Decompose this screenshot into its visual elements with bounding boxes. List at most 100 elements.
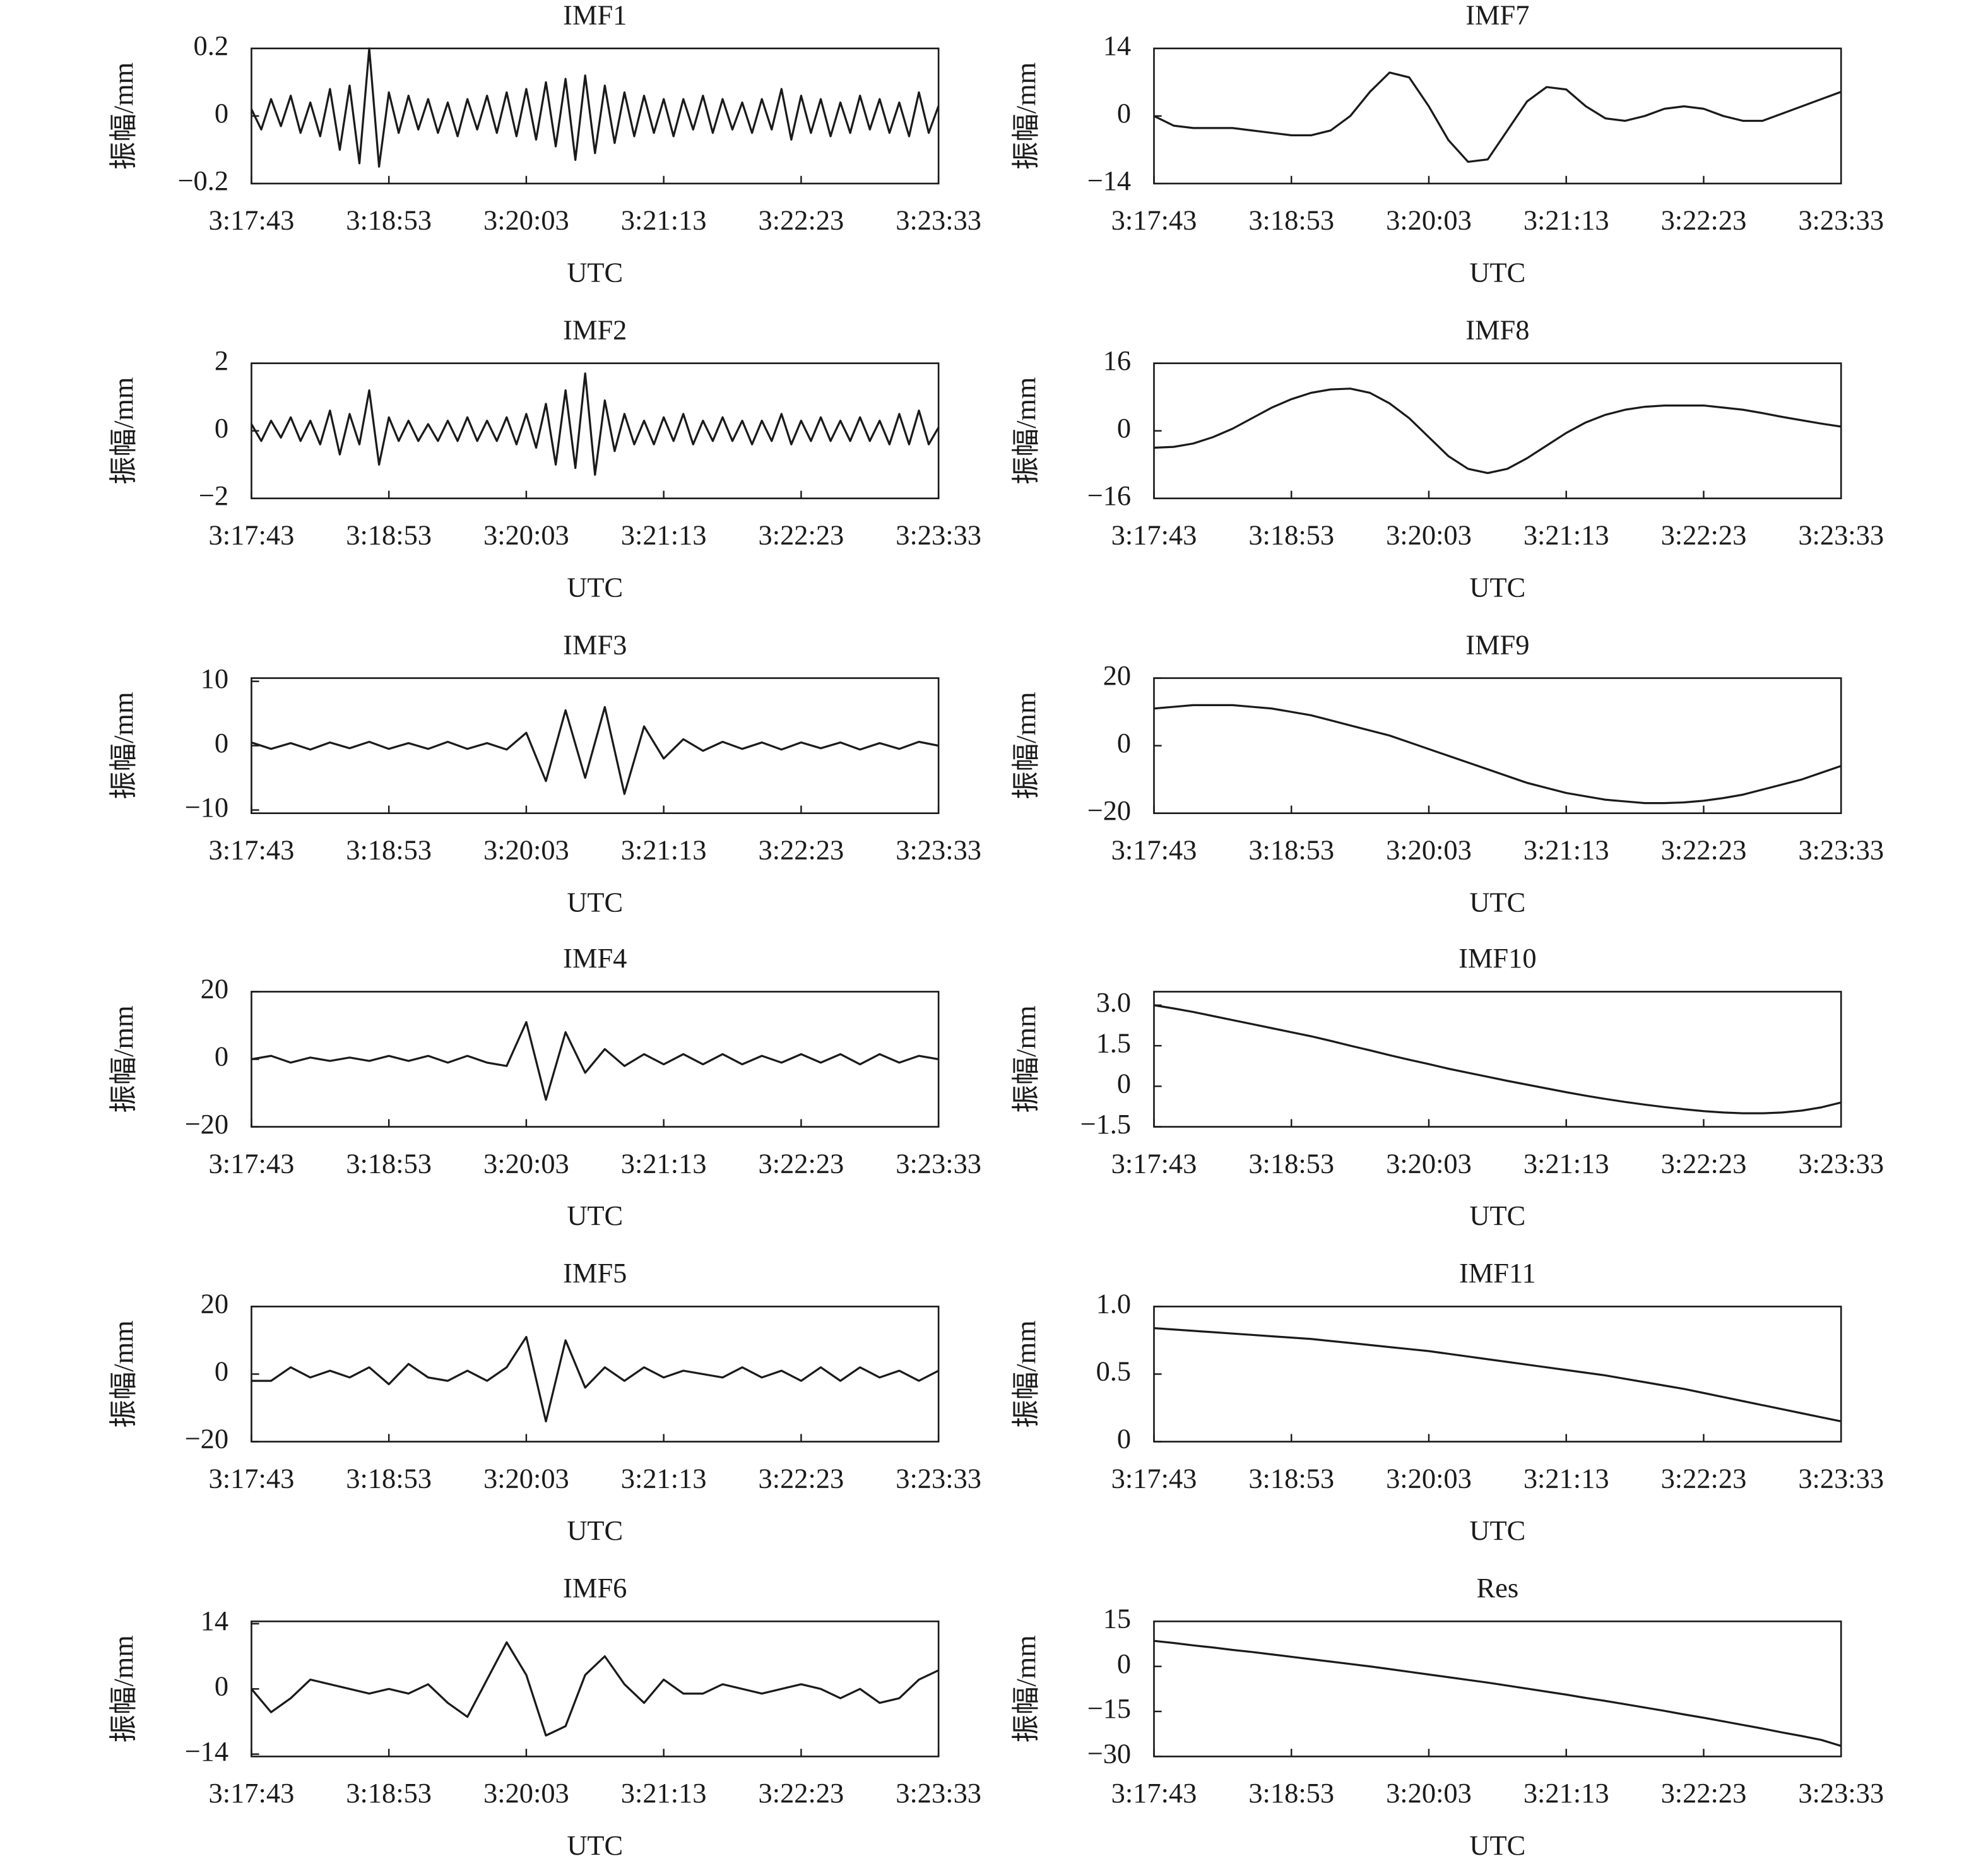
subplot-title: IMF4 xyxy=(563,942,627,974)
x-tick-label: 3:17:43 xyxy=(209,1147,295,1179)
x-tick-label: 3:20:03 xyxy=(483,1462,569,1494)
subplot-title: IMF1 xyxy=(563,0,627,30)
y-tick-label: 1.5 xyxy=(1096,1027,1132,1058)
y-tick-label: 0 xyxy=(215,1356,228,1387)
subplot: IMF11 0 0.5 1.0 3:17:43 3:18:53 3:20:03 3:21:13… xyxy=(1010,1257,1884,1546)
x-tick-label: 3:23:33 xyxy=(896,1147,981,1179)
plot-frame xyxy=(1153,677,1842,814)
x-tick-label: 3:18:53 xyxy=(1248,1462,1334,1494)
x-tick-label: 3:21:13 xyxy=(1524,1147,1609,1179)
x-axis-label: UTC xyxy=(567,886,623,918)
subplot-title: Res xyxy=(1477,1572,1519,1604)
subplot: IMF1 −0.2 0 0.2 3:17:43 3:18:53 3:20:03 3:21:13… xyxy=(108,0,981,288)
subplot-title: IMF7 xyxy=(1465,0,1529,30)
x-tick-label: 3:17:43 xyxy=(209,519,295,551)
signal-line xyxy=(250,47,940,168)
y-tick-label: −10 xyxy=(185,791,228,823)
x-axis-label: UTC xyxy=(1469,886,1525,918)
x-tick-label: 3:18:53 xyxy=(1248,204,1334,236)
x-tick-label: 3:17:43 xyxy=(1111,204,1197,236)
y-tick-label: 0 xyxy=(1117,1648,1131,1679)
y-tick-label: 0 xyxy=(215,1670,228,1702)
x-axis-label: UTC xyxy=(567,1829,623,1861)
x-tick-label: 3:20:03 xyxy=(483,834,569,865)
x-axis-label: UTC xyxy=(1469,1515,1525,1546)
x-tick-label: 3:23:33 xyxy=(896,1462,981,1494)
y-tick-label: 0 xyxy=(215,1041,228,1072)
subplot: IMF10 −1.5 0 1.5 3.0 3:17:43 3:18:53 3:20:03 3:2… xyxy=(1010,942,1884,1231)
subplot: IMF2 −2 0 2 3:17:43 3:18:53 3:20:03 3:21:13 3:22… xyxy=(108,314,981,603)
x-tick-label: 3:23:33 xyxy=(1798,1777,1884,1809)
y-axis-label: 振幅/mm xyxy=(108,692,139,799)
x-tick-label: 3:22:23 xyxy=(1661,1147,1747,1179)
x-axis-label: UTC xyxy=(1469,1200,1525,1231)
x-tick-label: 3:18:53 xyxy=(1248,519,1334,551)
y-axis-label: 振幅/mm xyxy=(1010,377,1042,485)
subplot-title: IMF10 xyxy=(1458,942,1536,974)
subplot-title: IMF9 xyxy=(1465,629,1529,660)
x-tick-label: 3:22:23 xyxy=(759,1147,844,1179)
signal-line xyxy=(1154,387,1842,475)
y-tick-label: −0.2 xyxy=(177,165,228,196)
y-axis-label: 振幅/mm xyxy=(1010,1635,1042,1742)
y-axis-label: 振幅/mm xyxy=(108,1635,139,1742)
x-tick-label: 3:18:53 xyxy=(346,519,432,551)
y-tick-label: 0.5 xyxy=(1096,1356,1132,1387)
y-tick-label: −15 xyxy=(1087,1693,1131,1724)
x-tick-label: 3:23:33 xyxy=(896,519,981,551)
signal-line xyxy=(251,1641,939,1737)
x-tick-label: 3:21:13 xyxy=(621,519,707,551)
x-tick-label: 3:17:43 xyxy=(1111,1462,1197,1494)
x-axis-label: UTC xyxy=(1469,1829,1525,1861)
x-tick-label: 3:20:03 xyxy=(1386,1777,1472,1809)
x-tick-label: 3:22:23 xyxy=(759,519,844,551)
x-tick-label: 3:23:33 xyxy=(1798,204,1884,236)
subplot-title: IMF2 xyxy=(563,314,627,345)
y-axis-label: 振幅/mm xyxy=(108,377,139,485)
x-tick-label: 3:22:23 xyxy=(1661,1462,1747,1494)
y-axis-label: 振幅/mm xyxy=(1010,692,1042,799)
x-tick-label: 3:17:43 xyxy=(209,1777,295,1809)
x-tick-label: 3:22:23 xyxy=(759,1462,844,1494)
signal-line xyxy=(1154,1327,1842,1422)
y-tick-label: 0 xyxy=(1117,97,1131,129)
y-tick-label: 0 xyxy=(1117,1068,1131,1099)
y-tick-label: 15 xyxy=(1103,1602,1131,1634)
x-tick-label: 3:21:13 xyxy=(1524,519,1609,551)
x-tick-label: 3:23:33 xyxy=(1798,1462,1884,1494)
y-tick-label: −16 xyxy=(1087,480,1131,511)
subplot: IMF8 −16 0 16 3:17:43 3:18:53 3:20:03 3:21:13 3:… xyxy=(1010,314,1884,603)
x-tick-label: 3:22:23 xyxy=(1661,519,1747,551)
x-tick-label: 3:21:13 xyxy=(621,1777,707,1809)
x-tick-label: 3:18:53 xyxy=(1248,1147,1334,1179)
x-tick-label: 3:17:43 xyxy=(1111,519,1197,551)
y-tick-label: 2 xyxy=(215,345,228,376)
x-tick-label: 3:21:13 xyxy=(1524,1462,1609,1494)
plot-frame xyxy=(1153,362,1842,500)
x-tick-label: 3:20:03 xyxy=(1386,834,1472,865)
subplot: IMF6 −14 0 14 3:17:43 3:18:53 3:20:03 3:21:13 3:… xyxy=(108,1572,981,1861)
signal-line xyxy=(251,706,939,795)
y-tick-label: 20 xyxy=(1103,659,1131,691)
x-tick-label: 3:23:33 xyxy=(1798,1147,1884,1179)
x-tick-label: 3:23:33 xyxy=(896,204,981,236)
x-axis-label: UTC xyxy=(567,1515,623,1546)
x-axis-label: UTC xyxy=(567,571,623,603)
x-tick-label: 3:20:03 xyxy=(483,1777,569,1809)
y-axis-label: 振幅/mm xyxy=(108,1005,139,1113)
x-tick-label: 3:20:03 xyxy=(1386,1147,1472,1179)
x-tick-label: 3:23:33 xyxy=(896,834,981,865)
x-tick-label: 3:20:03 xyxy=(483,1147,569,1179)
y-tick-label: 20 xyxy=(201,973,228,1005)
y-tick-label: −20 xyxy=(185,1108,228,1140)
plot-frame xyxy=(1153,1620,1842,1758)
y-tick-label: 0 xyxy=(215,412,228,444)
y-tick-label: 3.0 xyxy=(1096,986,1132,1018)
y-axis-label: 振幅/mm xyxy=(1010,62,1042,170)
x-axis-label: UTC xyxy=(1469,256,1525,288)
x-tick-label: 3:20:03 xyxy=(483,204,569,236)
subplot: IMF5 −20 0 20 3:17:43 3:18:53 3:20:03 3:21:13 3:… xyxy=(108,1257,981,1546)
x-tick-label: 3:18:53 xyxy=(346,834,432,865)
x-tick-label: 3:17:43 xyxy=(209,834,295,865)
